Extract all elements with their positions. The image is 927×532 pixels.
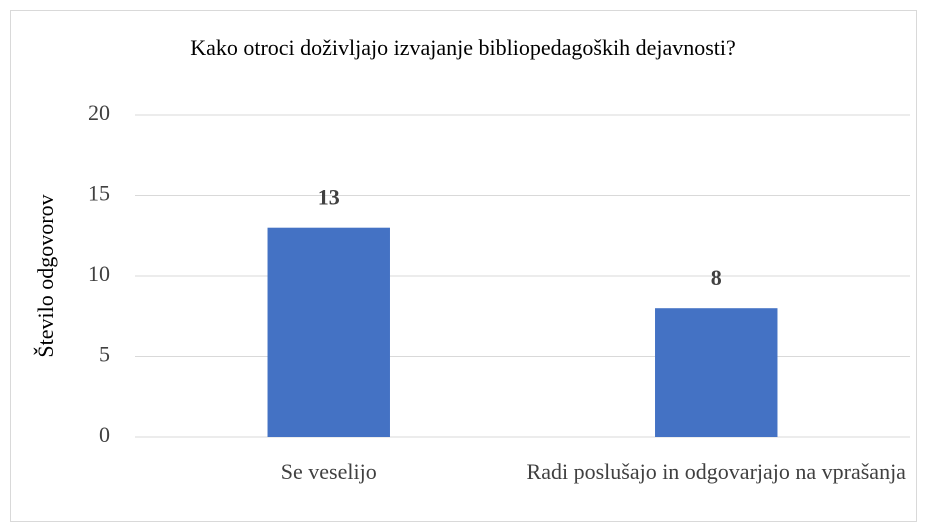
y-tick-label: 20 — [88, 100, 110, 125]
y-tick-label: 10 — [88, 261, 110, 286]
data-label: 13 — [318, 185, 340, 210]
bar — [267, 227, 390, 437]
x-tick-label: Se veselijo — [280, 459, 377, 484]
y-tick-label: 0 — [99, 422, 110, 447]
y-tick-label: 15 — [88, 181, 110, 206]
y-tick-label: 5 — [99, 342, 110, 367]
chart-border — [10, 10, 917, 522]
chart-title: Kako otroci doživljajo izvajanje bibliop… — [190, 35, 736, 60]
bar — [655, 308, 778, 437]
y-axis-label: Število odgovorov — [33, 194, 58, 357]
data-label: 8 — [711, 265, 722, 290]
x-tick-label: Radi poslušajo in odgovarjajo na vprašan… — [526, 459, 906, 484]
